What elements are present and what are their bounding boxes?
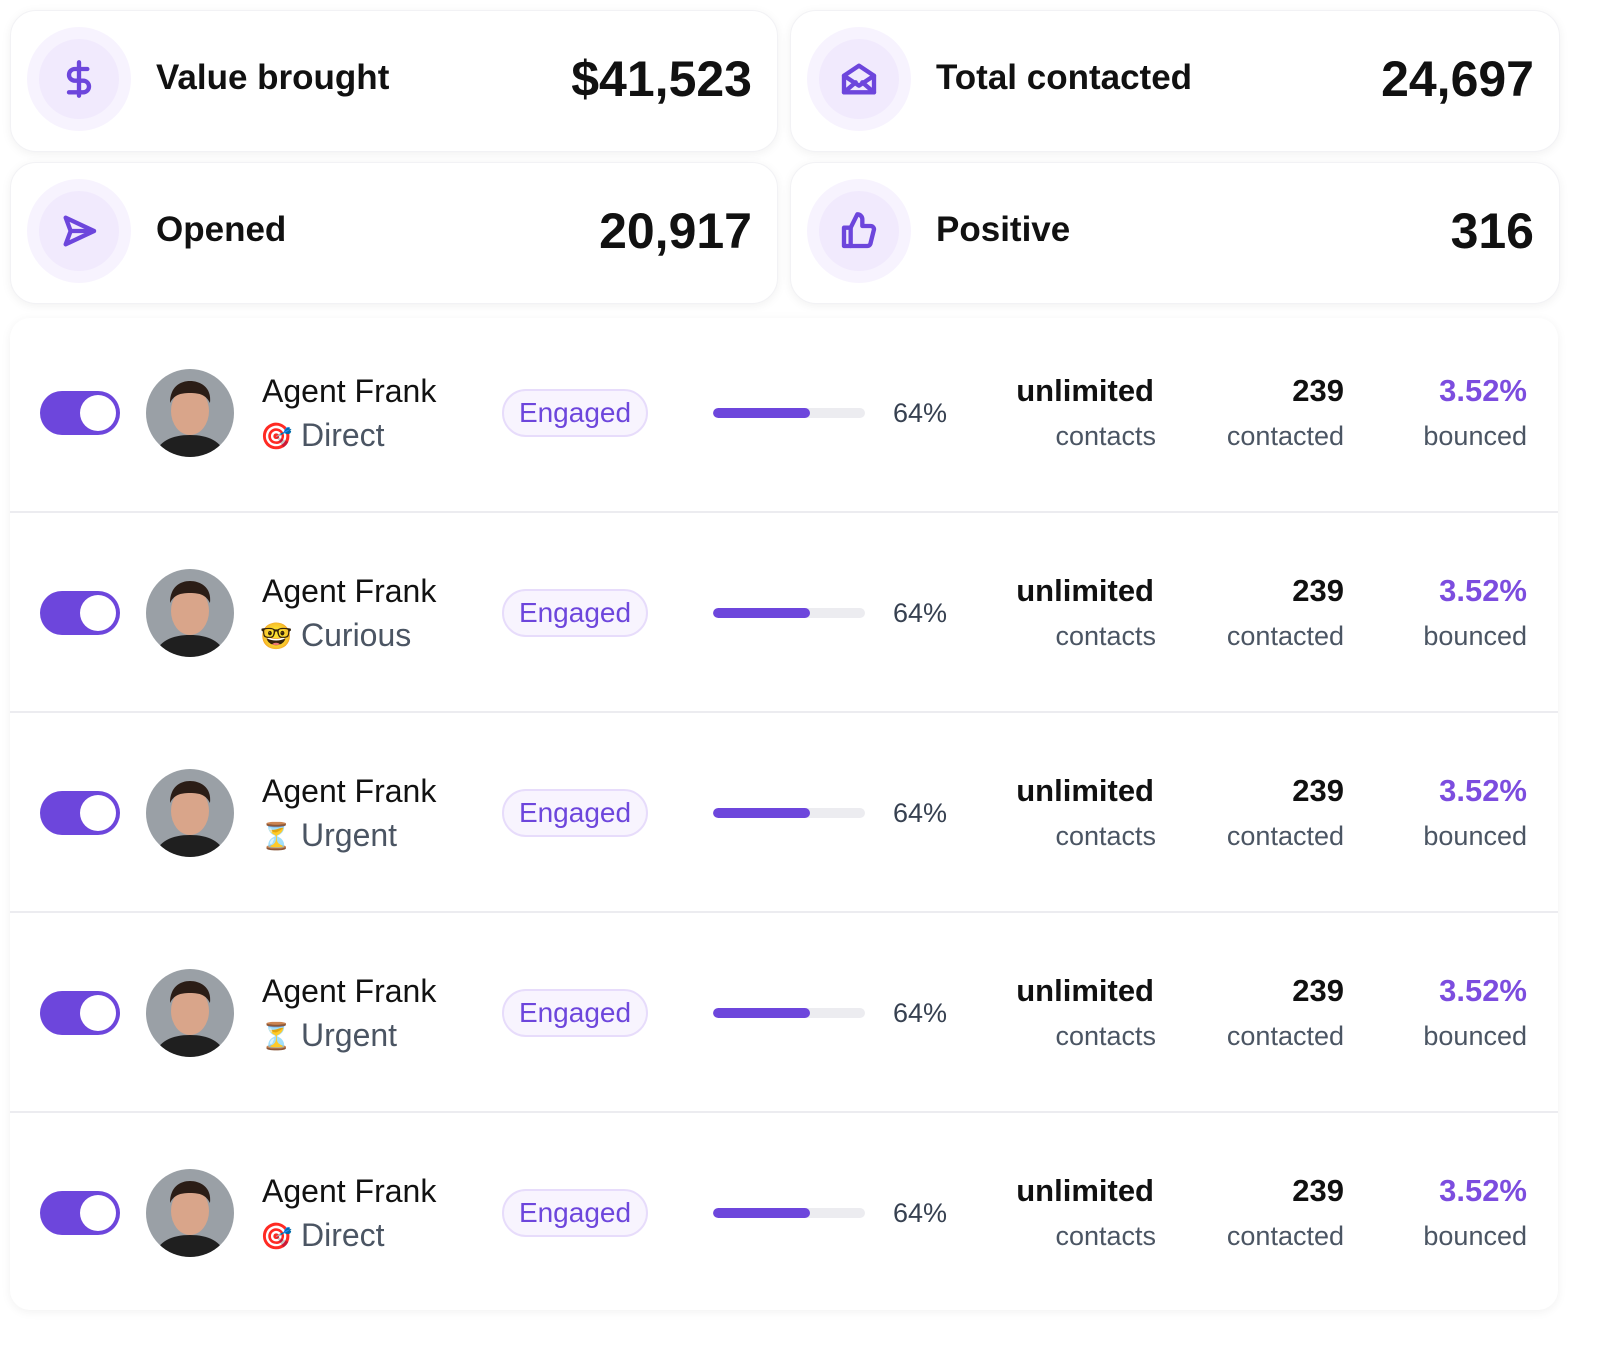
contacted-unit: contacted (1226, 621, 1344, 651)
progress-track (713, 808, 865, 818)
limit-unit: contacts (1055, 1021, 1156, 1051)
limit: unlimited (1016, 573, 1154, 608)
avatar (146, 369, 234, 457)
agent-tag-icon: 🎯 (260, 1221, 293, 1251)
stat-label: Opened (156, 210, 287, 249)
progress-fill (713, 1008, 811, 1018)
stat-label: Value brought (156, 58, 390, 97)
stat-icon (807, 179, 911, 283)
stat-label: Total contacted (936, 58, 1193, 97)
progress-track (713, 608, 865, 618)
progress-fill (713, 808, 811, 818)
contacted: 239 (1292, 773, 1344, 808)
stat-value: 24,697 (1381, 51, 1534, 107)
agent-tag: Direct (301, 417, 385, 453)
avatar (146, 769, 234, 857)
bounced: 3.52% (1439, 773, 1527, 808)
progress-label: 64% (893, 1198, 948, 1228)
progress-track (713, 1208, 865, 1218)
bounced: 3.52% (1439, 373, 1527, 408)
stat-icon (27, 27, 131, 131)
progress-label: 64% (893, 998, 948, 1028)
bounced-unit: bounced (1423, 421, 1527, 451)
bounced: 3.52% (1439, 1173, 1527, 1208)
status-badge: Engaged (502, 389, 648, 437)
bounced-unit: bounced (1423, 1021, 1527, 1051)
bounced: 3.52% (1439, 973, 1527, 1008)
limit-unit: contacts (1055, 1221, 1156, 1251)
agent-tag: Urgent (301, 817, 398, 853)
agent-name: Agent Frank (262, 573, 437, 609)
row-separator (10, 911, 1558, 913)
contacted-unit: contacted (1226, 1021, 1344, 1051)
stat-value: 316 (1450, 203, 1534, 259)
bounced-unit: bounced (1423, 821, 1527, 851)
stat-card (10, 162, 778, 304)
contacted-unit: contacted (1226, 821, 1344, 851)
limit: unlimited (1016, 1173, 1154, 1208)
limit-unit: contacts (1055, 821, 1156, 851)
progress-label: 64% (893, 598, 948, 628)
progress-track (713, 408, 865, 418)
status-badge: Engaged (502, 989, 648, 1037)
bounced-unit: bounced (1423, 621, 1527, 651)
progress-fill (713, 408, 811, 418)
stat-label: Positive (936, 210, 1071, 249)
stat-icon (807, 27, 911, 131)
progress-label: 64% (893, 798, 948, 828)
agent-name: Agent Frank (262, 373, 437, 409)
contacted: 239 (1292, 1173, 1344, 1208)
agent-tag-icon: 🤓 (260, 621, 293, 651)
avatar (146, 969, 234, 1057)
agent-name: Agent Frank (262, 773, 437, 809)
row-separator (10, 711, 1558, 713)
bounced: 3.52% (1439, 573, 1527, 608)
contacted: 239 (1292, 973, 1344, 1008)
avatar (146, 569, 234, 657)
agent-tag-icon: ⏳ (260, 1021, 293, 1051)
limit: unlimited (1016, 973, 1154, 1008)
toggle[interactable] (40, 591, 120, 635)
agent-tag: Direct (301, 1217, 385, 1253)
limit: unlimited (1016, 373, 1154, 408)
progress-track (713, 1008, 865, 1018)
stat-card (10, 10, 778, 152)
contacted: 239 (1292, 573, 1344, 608)
agent-tag: Curious (301, 617, 412, 653)
agent-tag-icon: ⏳ (260, 821, 293, 851)
progress-label: 64% (893, 398, 948, 428)
agent-name: Agent Frank (262, 973, 437, 1009)
progress-fill (713, 608, 811, 618)
stat-icon (27, 179, 131, 283)
limit-unit: contacts (1055, 421, 1156, 451)
limit: unlimited (1016, 773, 1154, 808)
row-separator (10, 1111, 1558, 1113)
toggle[interactable] (40, 391, 120, 435)
status-badge: Engaged (502, 1189, 648, 1237)
stat-card (790, 10, 1560, 152)
toggle[interactable] (40, 991, 120, 1035)
toggle[interactable] (40, 791, 120, 835)
status-badge: Engaged (502, 789, 648, 837)
row-separator (10, 511, 1558, 513)
agent-tag-icon: 🎯 (260, 421, 293, 451)
toggle[interactable] (40, 1191, 120, 1235)
contacted-unit: contacted (1226, 1221, 1344, 1251)
limit-unit: contacts (1055, 621, 1156, 651)
contacted: 239 (1292, 373, 1344, 408)
avatar (146, 1169, 234, 1257)
agent-name: Agent Frank (262, 1173, 437, 1209)
bounced-unit: bounced (1423, 1221, 1527, 1251)
stat-value: 20,917 (599, 203, 752, 259)
stat-card (790, 162, 1560, 304)
status-badge: Engaged (502, 589, 648, 637)
progress-fill (713, 1208, 811, 1218)
contacted-unit: contacted (1226, 421, 1344, 451)
agent-tag: Urgent (301, 1017, 398, 1053)
stat-value: $41,523 (571, 51, 752, 107)
